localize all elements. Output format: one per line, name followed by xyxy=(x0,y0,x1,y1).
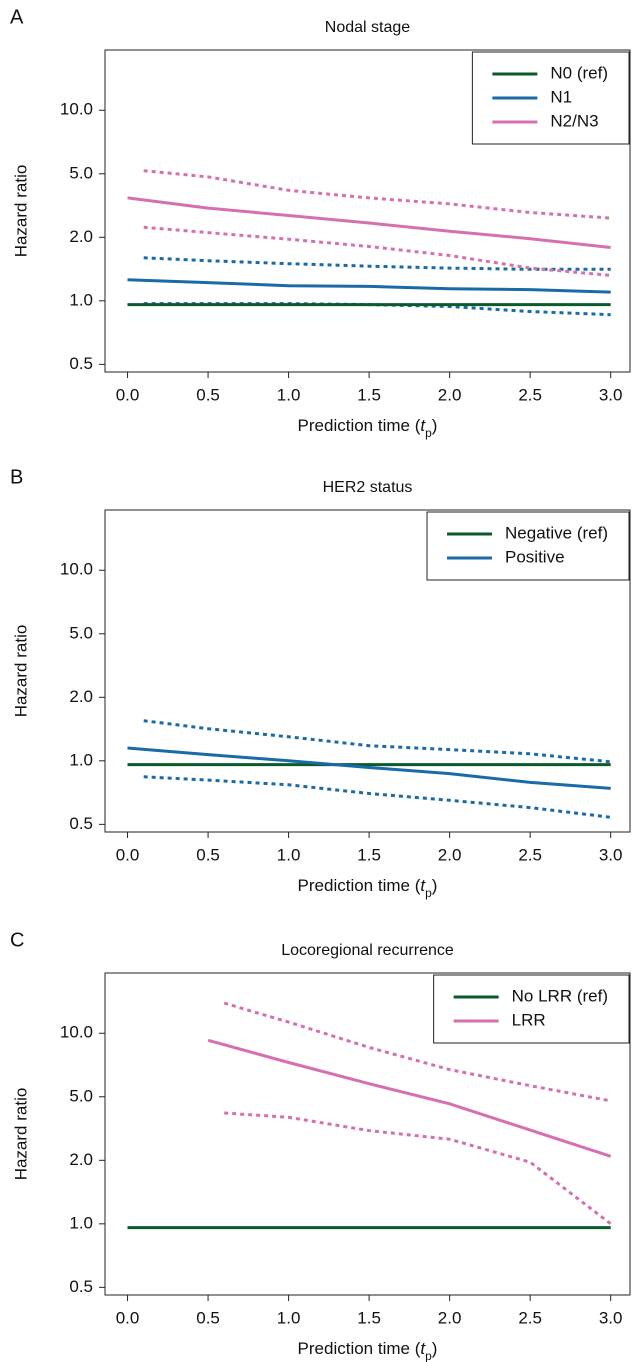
x-tick-label: 1.0 xyxy=(277,845,301,864)
x-axis-label: Prediction time (tp) xyxy=(298,876,438,900)
x-axis-label-part: Prediction time ( xyxy=(298,1339,421,1358)
x-axis-label-part: Prediction time ( xyxy=(298,876,421,895)
legend-label: N2/N3 xyxy=(550,111,598,130)
x-axis-label-part: ) xyxy=(432,1339,438,1358)
ci-upper xyxy=(223,1001,611,1103)
ci-upper xyxy=(143,169,611,220)
y-tick-label: 5.0 xyxy=(69,1086,93,1105)
x-tick-label: 3.0 xyxy=(599,845,623,864)
x-axis-label-part: t xyxy=(420,876,426,895)
legend: N0 (ref) N1 N2/N3 xyxy=(471,51,630,145)
chart-title: Locoregional recurrence xyxy=(281,942,454,959)
y-tick-label: 0.5 xyxy=(69,354,93,373)
y-tick-label: 1.0 xyxy=(69,290,93,309)
legend: No LRR (ref) LRR xyxy=(433,974,630,1044)
x-axis-label: Prediction time (tp) xyxy=(298,1339,438,1362)
y-axis-label: Hazard ratio xyxy=(11,1088,30,1181)
x-axis-label-part: ) xyxy=(432,416,438,435)
x-tick-label: 0.0 xyxy=(116,845,140,864)
legend-box xyxy=(433,974,630,1044)
y-tick-label: 1.0 xyxy=(69,1213,93,1232)
ci-upper xyxy=(143,719,611,764)
x-tick-label: 2.0 xyxy=(438,385,462,404)
ci-lower xyxy=(143,225,611,277)
y-axis-label: Hazard ratio xyxy=(11,165,30,258)
x-tick-label: 0.0 xyxy=(116,385,140,404)
y-tick-label: 10.0 xyxy=(60,100,93,119)
x-tick-label: 1.5 xyxy=(357,385,381,404)
y-tick-label: 5.0 xyxy=(69,163,93,182)
legend-label: LRR xyxy=(512,1010,546,1029)
x-axis-label-part: p xyxy=(425,886,432,900)
series-line xyxy=(127,746,611,790)
series-line xyxy=(127,278,611,294)
y-tick-label: 2.0 xyxy=(69,227,93,246)
legend: Negative (ref) Positive xyxy=(426,511,630,581)
x-tick-label: 3.0 xyxy=(599,385,623,404)
y-tick-label: 2.0 xyxy=(69,1150,93,1169)
y-tick-label: 0.5 xyxy=(69,1277,93,1296)
y-tick-label: 5.0 xyxy=(69,623,93,642)
y-tick-label: 0.5 xyxy=(69,814,93,833)
plot-frame xyxy=(104,509,631,833)
legend-label: N0 (ref) xyxy=(550,63,608,82)
plot-frame xyxy=(104,49,631,373)
legend-box xyxy=(426,511,630,581)
panel-label: C xyxy=(10,929,24,951)
panel-label: A xyxy=(10,6,24,28)
x-tick-label: 0.5 xyxy=(196,845,220,864)
chart-title: HER2 status xyxy=(323,479,413,496)
x-axis-label-part: Prediction time ( xyxy=(298,416,421,435)
y-axis-label: Hazard ratio xyxy=(11,625,30,718)
series-line xyxy=(127,196,611,249)
x-tick-label: 2.5 xyxy=(518,845,542,864)
x-tick-label: 0.5 xyxy=(196,385,220,404)
ci-lower xyxy=(224,1111,612,1225)
plot-frame xyxy=(104,972,631,1296)
x-axis-label-part: p xyxy=(425,426,432,440)
x-tick-label: 1.5 xyxy=(357,1308,381,1327)
x-tick-label: 0.0 xyxy=(116,1308,140,1327)
legend-label: No LRR (ref) xyxy=(512,986,608,1005)
x-tick-label: 1.0 xyxy=(277,385,301,404)
chart-title: Nodal stage xyxy=(325,19,410,36)
y-tick-label: 10.0 xyxy=(60,560,93,579)
x-tick-label: 0.5 xyxy=(196,1308,220,1327)
legend-label: Positive xyxy=(505,547,565,566)
ci-upper xyxy=(143,256,611,271)
legend-label: N1 xyxy=(550,87,572,106)
x-tick-label: 2.5 xyxy=(518,1308,542,1327)
series-line xyxy=(207,1038,612,1158)
x-axis-label-part: ) xyxy=(432,876,438,895)
x-tick-label: 3.0 xyxy=(599,1308,623,1327)
y-tick-label: 1.0 xyxy=(69,750,93,769)
x-axis-label-part: p xyxy=(425,1349,432,1362)
panel-label: B xyxy=(10,466,23,488)
x-axis-label-part: t xyxy=(420,416,426,435)
x-tick-label: 2.5 xyxy=(518,385,542,404)
x-axis-label: Prediction time (tp) xyxy=(298,416,438,440)
x-tick-label: 1.5 xyxy=(357,845,381,864)
x-tick-label: 2.0 xyxy=(438,1308,462,1327)
x-tick-label: 2.0 xyxy=(438,845,462,864)
ci-lower xyxy=(143,775,611,819)
legend-label: Negative (ref) xyxy=(505,523,608,542)
x-axis-label-part: t xyxy=(420,1339,426,1358)
y-tick-label: 10.0 xyxy=(60,1023,93,1042)
y-tick-label: 2.0 xyxy=(69,687,93,706)
x-tick-label: 1.0 xyxy=(277,1308,301,1327)
